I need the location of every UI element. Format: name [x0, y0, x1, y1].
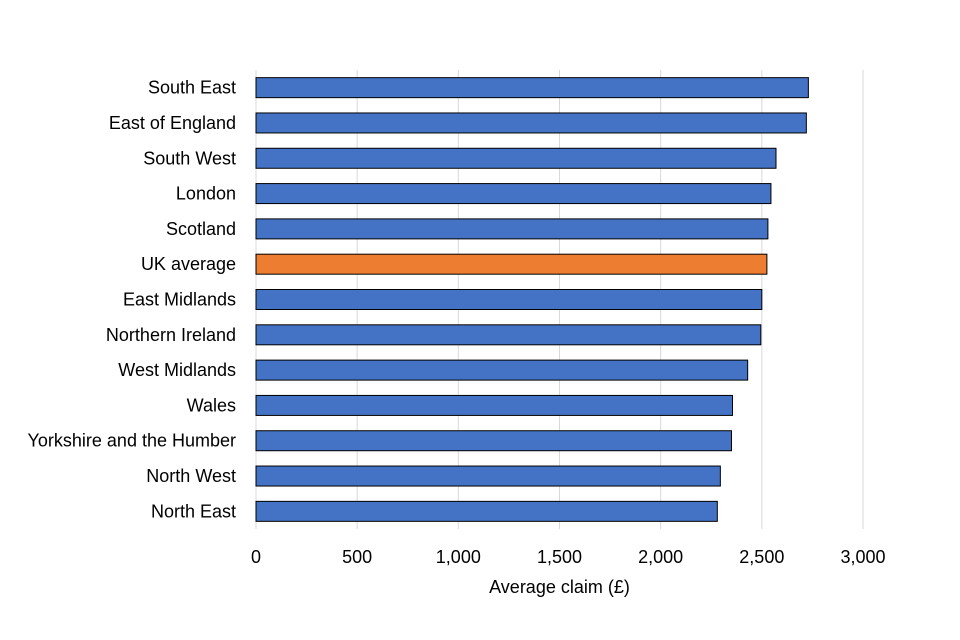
- bars: [255, 77, 809, 522]
- category-label: Yorkshire and the Humber: [28, 431, 236, 451]
- bar: [255, 218, 769, 240]
- bar: [255, 147, 777, 169]
- bar: [255, 430, 732, 452]
- bar: [255, 500, 718, 522]
- category-label: South West: [143, 148, 236, 168]
- category-label: East Midlands: [123, 290, 236, 310]
- bar: [255, 394, 733, 416]
- x-axis-title: Average claim (£): [489, 577, 630, 597]
- category-labels: South East East of England South West Londo…: [28, 78, 236, 522]
- bar-highlight: [255, 253, 768, 275]
- bar: [255, 183, 772, 205]
- category-label: London: [176, 184, 236, 204]
- bar: [255, 359, 749, 381]
- x-tick-label: 2,000: [638, 547, 683, 567]
- category-label: Wales: [187, 395, 236, 415]
- bar: [255, 324, 762, 346]
- category-label: Northern Ireland: [106, 325, 236, 345]
- category-label: North West: [146, 466, 236, 486]
- x-tick-label: 3,000: [840, 547, 885, 567]
- category-label: North East: [151, 501, 236, 521]
- bar: [255, 289, 763, 310]
- category-label: South East: [148, 78, 236, 98]
- x-tick-label: 1,000: [436, 547, 481, 567]
- category-label: Scotland: [166, 219, 236, 239]
- bar: [255, 465, 721, 487]
- x-axis-tick-labels: 0 500 1,000 1,500 2,000 2,500 3,000: [251, 547, 886, 567]
- x-tick-label: 500: [342, 547, 372, 567]
- category-label: UK average: [141, 254, 236, 274]
- category-label: East of England: [109, 113, 236, 133]
- x-tick-label: 0: [251, 547, 261, 567]
- bar: [255, 112, 807, 134]
- bar: [255, 77, 809, 99]
- category-label: West Midlands: [118, 360, 236, 380]
- x-tick-label: 2,500: [739, 547, 784, 567]
- x-tick-label: 1,500: [537, 547, 582, 567]
